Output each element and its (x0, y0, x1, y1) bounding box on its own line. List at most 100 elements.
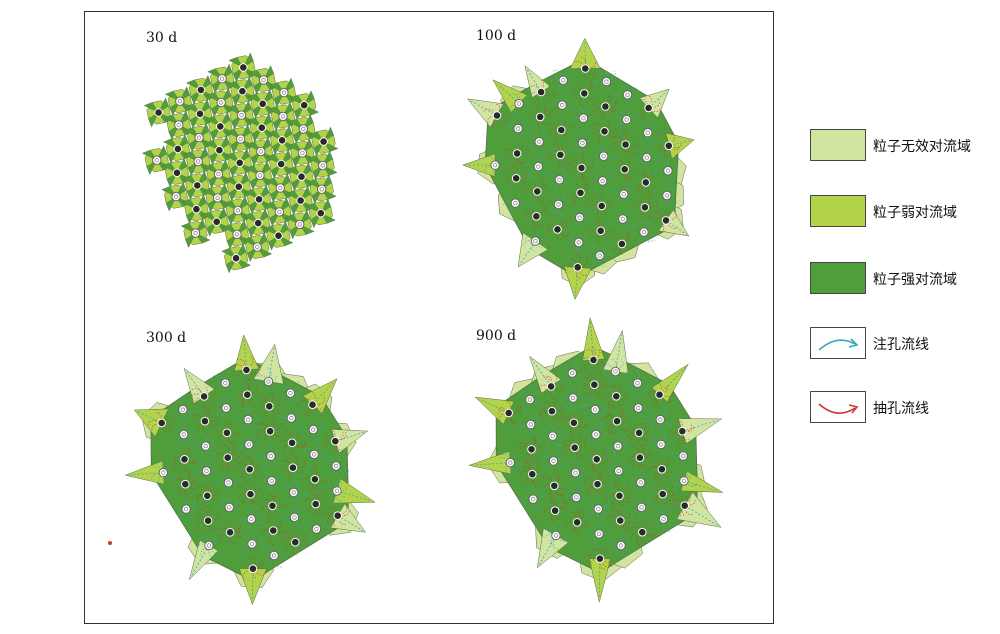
injection-well-icon (658, 514, 669, 524)
legend-invalid: 粒子无效对流域 (810, 129, 1000, 163)
injection-streamline (667, 164, 679, 172)
injection-streamline (640, 470, 645, 483)
production-well-icon (216, 122, 225, 131)
injection-well-icon (636, 477, 646, 488)
strong-domain-wedge (181, 198, 197, 210)
injection-streamline (235, 417, 249, 423)
injection-well-core (580, 140, 585, 146)
injection-streamline (509, 93, 520, 104)
injection-streamline (182, 434, 189, 445)
injection-streamline (569, 397, 574, 411)
injection-well-core (593, 432, 599, 437)
injection-well-icon (255, 170, 265, 181)
injection-streamline (182, 409, 196, 415)
production-streamline (249, 469, 263, 478)
strong-domain-wedge (289, 94, 305, 106)
injection-streamline (671, 451, 684, 457)
strong-domain-wedge (216, 206, 228, 223)
production-streamline (199, 509, 209, 521)
production-streamline (203, 396, 216, 404)
production-streamline (540, 410, 552, 417)
injection-streamline (303, 447, 315, 455)
injection-well-icon (643, 128, 653, 138)
production-streamline (616, 382, 621, 397)
injection-streamline (660, 432, 667, 445)
production-well-icon (157, 418, 167, 428)
production-streamline (269, 417, 276, 432)
injection-streamline (243, 338, 247, 370)
injection-streamline (531, 166, 539, 179)
injection-streamline (180, 508, 187, 521)
injection-well-icon (298, 124, 309, 134)
injection-streamline (522, 399, 531, 413)
production-streamline (601, 106, 606, 120)
production-streamline (308, 479, 316, 490)
production-streamline (639, 107, 649, 116)
production-streamline (599, 558, 606, 570)
injection-streamline (638, 396, 644, 409)
well-pattern (124, 334, 376, 606)
injection-streamline (620, 545, 634, 551)
production-streamline (197, 520, 209, 530)
production-well-icon (576, 188, 585, 198)
injection-streamline (643, 232, 650, 243)
injection-well-core (576, 240, 581, 245)
production-streamline (681, 431, 690, 444)
injection-streamline (266, 367, 272, 382)
injection-streamline (617, 441, 631, 448)
injection-streamline (589, 246, 601, 256)
legend-weak: 粒子弱对流域 (810, 195, 1000, 229)
production-streamline (677, 420, 684, 432)
production-streamline (616, 407, 625, 422)
production-streamline (555, 501, 567, 512)
injection-streamline (509, 462, 519, 474)
production-streamline (531, 435, 536, 450)
injection-streamline (665, 195, 672, 208)
production-streamline (553, 472, 559, 486)
production-streamline (586, 349, 594, 360)
production-streamline (548, 154, 561, 162)
injection-streamline (582, 135, 591, 144)
production-well-icon (291, 537, 300, 547)
injection-streamline (626, 119, 636, 130)
injection-streamline (666, 195, 680, 203)
production-streamline (550, 386, 566, 392)
injection-streamline (647, 132, 657, 143)
injection-streamline (302, 451, 315, 456)
injection-well-icon (577, 138, 588, 148)
production-streamline (184, 459, 196, 463)
injection-well-icon (289, 512, 300, 523)
injection-streamline (221, 497, 230, 508)
injection-streamline (208, 545, 222, 554)
injection-well-core (291, 490, 296, 495)
injection-streamline (313, 440, 319, 455)
production-streamline (579, 155, 585, 169)
injection-streamline (636, 482, 641, 496)
production-streamline (327, 506, 339, 516)
injection-streamline (615, 370, 628, 375)
production-streamline (151, 422, 162, 432)
production-streamline (539, 116, 550, 126)
injection-well-core (665, 168, 671, 173)
injection-well-core (680, 453, 686, 459)
injection-well-icon (633, 403, 644, 413)
injection-well-icon (533, 161, 544, 172)
production-streamline (246, 394, 256, 406)
injection-well-core (218, 100, 224, 105)
injection-streamline (241, 419, 249, 430)
injection-streamline (639, 507, 645, 521)
production-streamline (616, 396, 628, 401)
production-streamline (546, 375, 553, 387)
injection-streamline (518, 120, 527, 129)
injection-streamline (661, 437, 673, 445)
production-streamline (668, 142, 682, 148)
injection-well-icon (158, 467, 168, 478)
production-streamline (621, 233, 630, 245)
production-streamline (265, 521, 274, 531)
injection-well-icon (275, 183, 286, 193)
injection-streamline (212, 382, 226, 389)
strong-domain-wedge (270, 163, 282, 179)
injection-streamline (560, 364, 573, 374)
production-streamline (574, 434, 582, 448)
injection-well-core (266, 379, 271, 384)
